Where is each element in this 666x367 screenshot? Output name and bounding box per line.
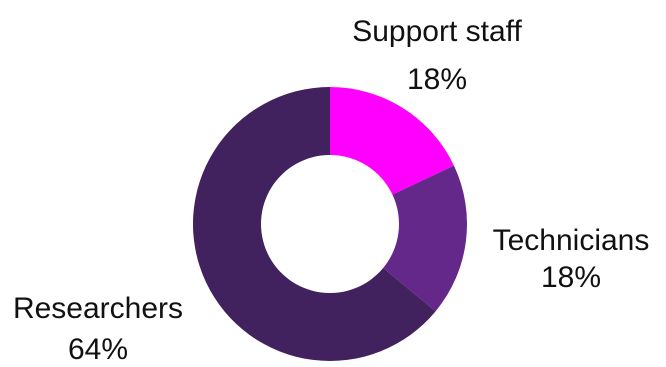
label-technicians-value: 18% (541, 261, 601, 294)
label-researchers-name: Researchers (13, 292, 183, 325)
label-support-staff-value: 18% (407, 63, 467, 96)
slice-labels: Support staff 18% Technicians 18% Resear… (13, 15, 649, 366)
slice-researchers (193, 87, 436, 361)
donut-slices (193, 87, 467, 361)
label-technicians-name: Technicians (493, 224, 650, 257)
slice-technicians (383, 165, 467, 312)
label-researchers-value: 64% (68, 333, 128, 366)
label-support-staff-name: Support staff (352, 15, 522, 48)
slice-support-staff (330, 87, 454, 195)
